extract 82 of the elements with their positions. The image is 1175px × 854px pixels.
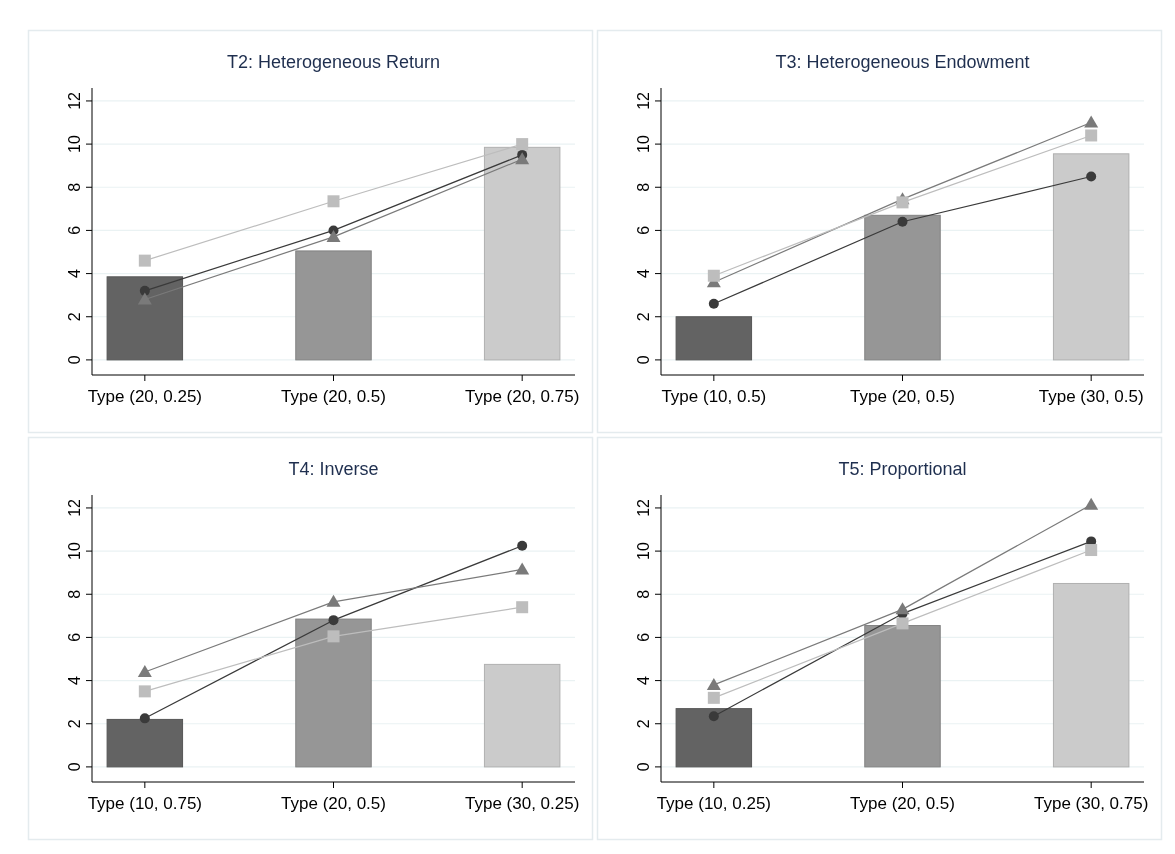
- y-tick-label: 4: [66, 676, 83, 686]
- y-tick-label: 2: [66, 719, 83, 729]
- y-tick-label: 0: [66, 355, 83, 365]
- point: [139, 285, 150, 296]
- y-tick-label: 6: [635, 632, 652, 642]
- x-tick-label: Type (10, 0.5): [661, 387, 767, 406]
- x-tick-label: Type (20, 0.5): [850, 387, 955, 406]
- point: [707, 691, 720, 704]
- y-tick-label: 12: [635, 91, 652, 110]
- point: [1085, 544, 1098, 557]
- point: [1084, 115, 1099, 128]
- x-tick-label: Type (20, 0.5): [281, 794, 386, 813]
- y-tick-label: 6: [635, 225, 652, 235]
- y-tick-label: 8: [635, 589, 652, 599]
- y-tick-label: 4: [66, 269, 83, 279]
- point: [328, 615, 339, 626]
- point: [707, 269, 720, 282]
- x-tick-label: Type (20, 0.25): [87, 387, 202, 406]
- y-tick-label: 12: [635, 498, 652, 517]
- point: [138, 685, 151, 698]
- bar: [483, 663, 561, 768]
- x-tick-label: Type (20, 0.5): [281, 387, 386, 406]
- x-tick-label: Type (30, 0.5): [1038, 387, 1144, 406]
- y-tick-label: 12: [66, 91, 83, 110]
- point: [1085, 129, 1098, 142]
- y-tick-label: 2: [66, 312, 83, 322]
- y-tick-label: 0: [66, 762, 83, 772]
- y-tick-label: 4: [635, 269, 652, 279]
- point: [327, 630, 340, 643]
- point: [896, 617, 909, 630]
- chart-title: T3: Heterogeneous Endowment: [775, 52, 1030, 72]
- point: [138, 254, 151, 267]
- point: [326, 594, 341, 607]
- y-tick-label: 10: [635, 542, 652, 560]
- point: [516, 601, 529, 614]
- y-tick-label: 0: [635, 355, 652, 365]
- point: [708, 298, 719, 309]
- point: [139, 713, 150, 724]
- x-tick-label: Type (20, 0.5): [850, 794, 955, 813]
- x-tick-label: Type (30, 0.25): [465, 794, 580, 813]
- point: [515, 562, 530, 575]
- bar: [483, 146, 561, 361]
- y-tick-label: 8: [635, 182, 652, 192]
- bar: [1052, 582, 1130, 768]
- chart-title: T5: Proportional: [838, 459, 967, 479]
- y-tick-label: 2: [635, 312, 652, 322]
- y-tick-label: 10: [66, 135, 83, 153]
- y-tick-label: 2: [635, 719, 652, 729]
- y-tick-label: 6: [66, 225, 83, 235]
- point: [897, 216, 908, 227]
- x-tick-label: Type (10, 0.75): [87, 794, 202, 813]
- y-tick-label: 6: [66, 632, 83, 642]
- y-tick-label: 12: [66, 498, 83, 517]
- x-tick-label: Type (30, 0.75): [1034, 794, 1149, 813]
- bar: [106, 276, 184, 361]
- chart-title: T4: Inverse: [288, 459, 379, 479]
- y-tick-label: 4: [635, 676, 652, 686]
- point: [515, 152, 530, 165]
- point: [326, 229, 341, 242]
- x-tick-label: Type (20, 0.75): [465, 387, 580, 406]
- y-tick-label: 10: [66, 542, 83, 560]
- point: [1084, 497, 1099, 510]
- point: [896, 196, 909, 209]
- point: [137, 292, 152, 305]
- bar: [675, 316, 753, 361]
- y-tick-label: 10: [635, 135, 652, 153]
- point: [895, 602, 910, 615]
- y-tick-label: 8: [66, 589, 83, 599]
- y-tick-label: 8: [66, 182, 83, 192]
- point: [516, 138, 529, 151]
- chart-title: T2: Heterogeneous Return: [226, 52, 441, 72]
- y-tick-label: 0: [635, 762, 652, 772]
- point: [327, 195, 340, 208]
- bar: [106, 718, 184, 768]
- bar: [1052, 153, 1130, 361]
- bar: [675, 708, 753, 768]
- x-tick-label: Type (10, 0.25): [656, 794, 771, 813]
- point: [517, 540, 528, 551]
- point: [137, 664, 152, 677]
- point: [706, 677, 721, 690]
- point: [1086, 171, 1097, 182]
- point: [708, 711, 719, 722]
